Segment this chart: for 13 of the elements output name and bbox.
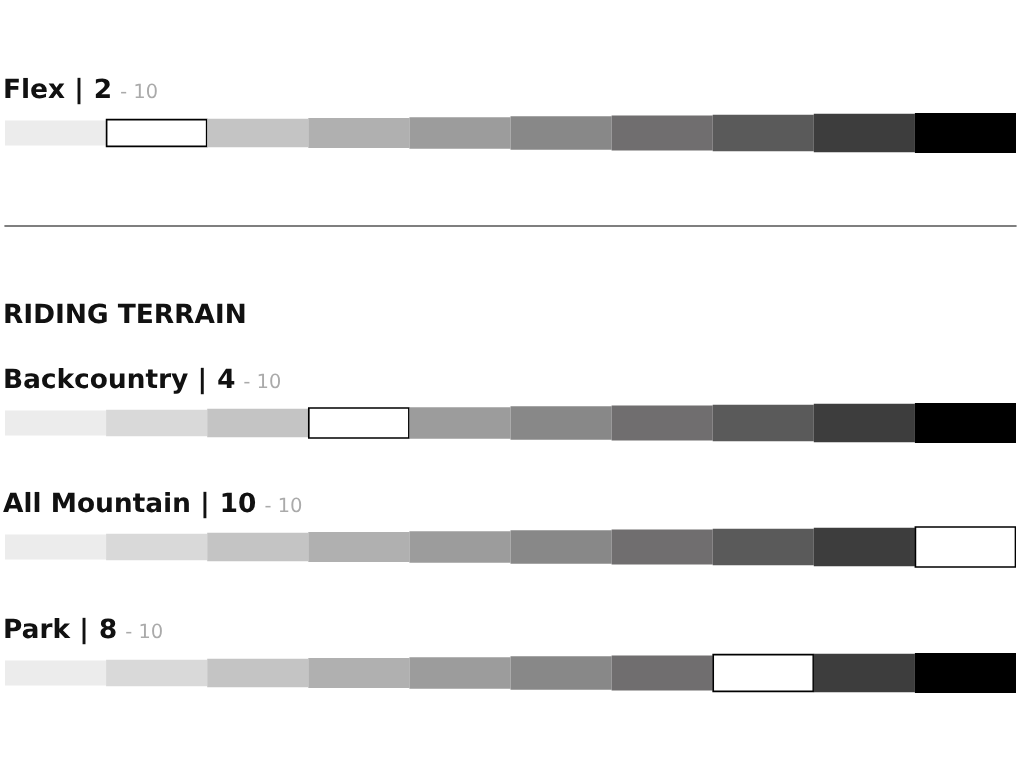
data-label: 8 <box>100 618 116 639</box>
text: - 10 <box>265 497 302 513</box>
text: - 10 <box>126 623 162 639</box>
data-label: 10 <box>222 492 256 513</box>
text: Park | <box>5 617 86 645</box>
text: All Mountain | <box>3 491 207 519</box>
text: Backcountry | <box>5 367 204 395</box>
text: - 10 <box>244 373 281 389</box>
text: RIDING TERRAIN <box>5 303 245 324</box>
text: - 10 <box>121 83 157 99</box>
data-label: 4 <box>218 368 235 388</box>
text: Flex | <box>5 77 81 105</box>
data-label: 2 <box>95 78 110 98</box>
